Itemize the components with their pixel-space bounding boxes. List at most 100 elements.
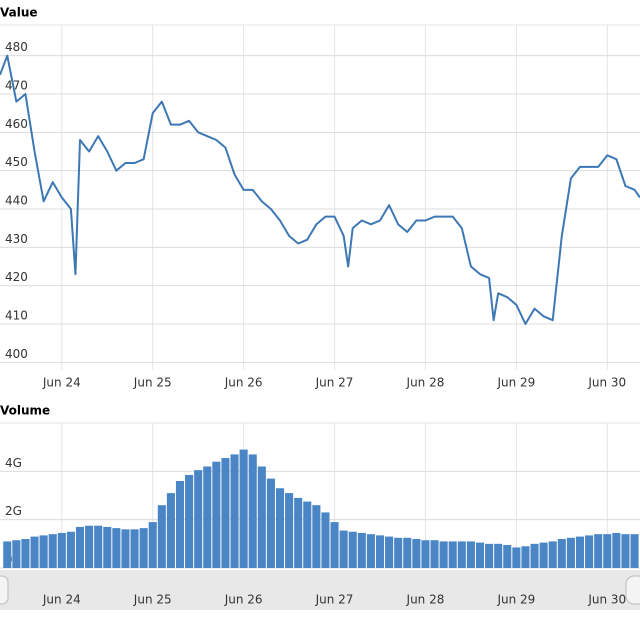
x-tick-label: Jun 24	[42, 376, 81, 390]
x-tick-label: Jun 30	[587, 593, 626, 607]
bar	[66, 531, 75, 568]
bar	[357, 532, 366, 568]
x-tick-label: Jun 29	[496, 593, 535, 607]
x-tick-label: Jun 26	[224, 593, 263, 607]
y-tick-label: 460	[5, 117, 28, 131]
x-tick-label: Jun 25	[133, 593, 172, 607]
bar	[557, 539, 566, 568]
bar	[494, 543, 503, 568]
bar	[594, 534, 603, 568]
bar	[485, 543, 494, 568]
bar	[330, 522, 339, 568]
bar	[230, 454, 239, 568]
bar	[403, 537, 412, 568]
bar	[630, 534, 639, 568]
line	[0, 54, 640, 325]
bar	[466, 541, 475, 568]
y-tick-label: 410	[5, 309, 28, 323]
bar	[603, 534, 612, 568]
x-tick-label: Jun 26	[224, 376, 263, 390]
bar	[112, 528, 121, 568]
bar	[412, 539, 421, 568]
x-tick-label: Jun 24	[42, 593, 81, 607]
x-tick-label: Jun 27	[315, 593, 354, 607]
x-tick-label: Jun 29	[496, 376, 535, 390]
bar	[530, 543, 539, 568]
bar	[539, 542, 548, 568]
bar	[348, 531, 357, 568]
y-tick-label: 470	[5, 79, 28, 93]
bar	[12, 540, 21, 568]
bar	[48, 534, 57, 568]
bar	[585, 535, 594, 568]
bar	[285, 493, 294, 568]
y-tick-label: 480	[5, 40, 28, 54]
bar	[75, 526, 85, 568]
bar	[185, 474, 194, 568]
y-tick-label: 430	[5, 232, 28, 246]
bar	[85, 525, 94, 568]
bar	[248, 454, 257, 568]
y-tick-label: 400	[5, 347, 28, 361]
bar	[475, 542, 485, 568]
y-tick-label: 2G	[5, 504, 22, 518]
bar	[548, 541, 557, 568]
bar	[21, 539, 30, 568]
bar	[257, 466, 266, 568]
scroll-handle[interactable]	[0, 575, 9, 605]
bar	[130, 529, 139, 568]
chart-title: Volume	[0, 404, 50, 418]
bar	[194, 470, 203, 568]
bar	[239, 449, 248, 568]
bar	[621, 534, 630, 568]
x-tick-label: Jun 28	[406, 593, 445, 607]
bar	[448, 541, 457, 568]
bar	[39, 535, 48, 568]
bar	[139, 528, 148, 568]
bar	[3, 541, 12, 568]
bar	[385, 536, 394, 568]
y-tick-label: 440	[5, 194, 28, 208]
bar	[366, 534, 375, 568]
chart-title: Value	[0, 6, 38, 20]
bar	[166, 493, 175, 568]
bar	[575, 536, 585, 568]
bar	[512, 547, 521, 568]
bar	[175, 481, 185, 568]
bar	[212, 461, 221, 568]
y-tick-label: 450	[5, 155, 28, 169]
bar	[375, 535, 385, 568]
x-tick-label: Jun 27	[315, 376, 354, 390]
x-tick-label: Jun 28	[406, 376, 445, 390]
bar	[121, 529, 130, 568]
x-tick-label: Jun 25	[133, 376, 172, 390]
bar	[612, 532, 621, 568]
bar	[421, 540, 430, 568]
bar	[312, 505, 321, 568]
bar	[394, 537, 403, 568]
bar	[103, 526, 112, 568]
bar	[275, 488, 285, 568]
bar	[203, 466, 212, 568]
bar	[157, 505, 166, 568]
bar	[303, 501, 312, 568]
bar	[439, 541, 448, 568]
bar	[339, 530, 348, 568]
bar	[94, 525, 103, 568]
bar	[221, 458, 230, 568]
bar	[503, 545, 512, 568]
bar	[294, 497, 303, 568]
bar	[57, 532, 66, 568]
scroll-handle[interactable]	[625, 575, 640, 605]
bar	[148, 522, 157, 568]
bar	[457, 541, 466, 568]
bar	[521, 546, 530, 568]
bar	[321, 512, 330, 568]
y-tick-label: 4G	[5, 456, 22, 470]
bar	[566, 537, 575, 568]
x-tick-label: Jun 30	[587, 376, 626, 390]
bar	[30, 536, 39, 568]
navigator-band	[0, 570, 640, 610]
bar	[266, 478, 275, 568]
